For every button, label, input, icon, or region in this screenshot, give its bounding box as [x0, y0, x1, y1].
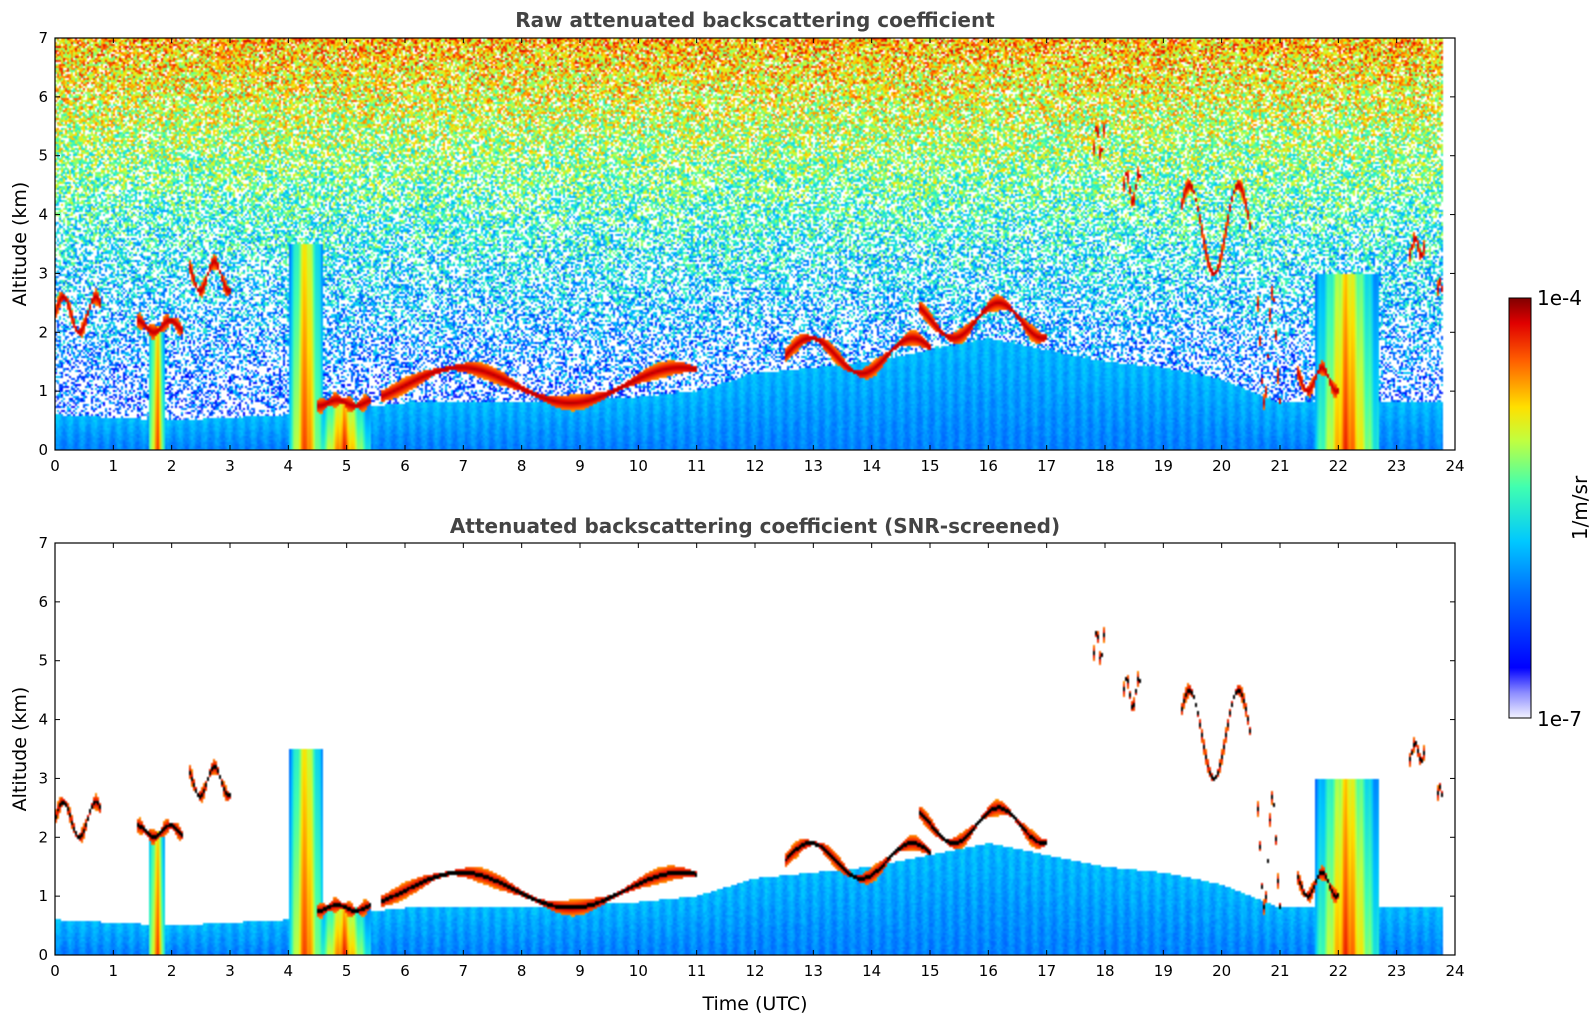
- colorbar: 1e-4 1e-7 1/m/sr: [1508, 286, 1592, 731]
- colorbar-gradient: [1508, 297, 1532, 719]
- x-tick-label: 20: [1212, 457, 1231, 475]
- x-tick-label: 5: [342, 962, 352, 980]
- x-tick-label: 12: [745, 457, 764, 475]
- bottom-panel-title: Attenuated backscattering coefficient (S…: [450, 514, 1060, 538]
- bottom-y-axis-label: Altitude (km): [9, 687, 31, 812]
- y-tick-label: 6: [38, 593, 48, 611]
- x-tick-label: 0: [50, 457, 60, 475]
- y-tick-label: 2: [38, 828, 48, 846]
- y-tick-label: 0: [38, 441, 48, 459]
- x-tick-label: 11: [687, 457, 706, 475]
- y-tick-label: 0: [38, 946, 48, 964]
- y-tick-label: 4: [38, 206, 48, 224]
- x-tick-label: 23: [1387, 962, 1406, 980]
- x-tick-label: 19: [1154, 962, 1173, 980]
- x-tick-label: 11: [687, 962, 706, 980]
- y-tick-label: 5: [38, 147, 48, 165]
- x-tick-label: 22: [1329, 962, 1348, 980]
- x-tick-label: 6: [400, 457, 410, 475]
- x-tick-label: 0: [50, 962, 60, 980]
- x-tick-label: 24: [1445, 962, 1464, 980]
- x-tick-label: 16: [979, 457, 998, 475]
- x-tick-label: 16: [979, 962, 998, 980]
- colorbar-min-label: 1e-7: [1537, 707, 1582, 731]
- x-tick-label: 17: [1037, 962, 1056, 980]
- x-tick-label: 2: [167, 962, 177, 980]
- x-tick-label: 12: [745, 962, 764, 980]
- bottom-heatmap: [55, 543, 1455, 955]
- x-tick-label: 9: [575, 457, 585, 475]
- y-tick-label: 5: [38, 652, 48, 670]
- x-tick-label: 13: [804, 457, 823, 475]
- y-tick-label: 1: [38, 887, 48, 905]
- x-tick-label: 3: [225, 962, 235, 980]
- x-tick-label: 10: [629, 962, 648, 980]
- x-tick-label: 5: [342, 457, 352, 475]
- x-tick-label: 10: [629, 457, 648, 475]
- y-tick-label: 7: [38, 534, 48, 552]
- top-panel-title: Raw attenuated backscattering coefficien…: [515, 8, 995, 32]
- y-tick-label: 7: [38, 29, 48, 47]
- x-axis-label: Time (UTC): [701, 993, 807, 1015]
- x-tick-label: 9: [575, 962, 585, 980]
- x-tick-label: 3: [225, 457, 235, 475]
- y-tick-label: 6: [38, 88, 48, 106]
- top-y-axis-label: Altitude (km): [9, 182, 31, 307]
- x-tick-label: 17: [1037, 457, 1056, 475]
- bottom-axis-ticks: 0 1 2 3 4 5 6 7 8 9 10 11 12 13 14 15 16 17 18 19 20 21 22 23 24…: [38, 534, 1464, 980]
- top-heatmap-image: [55, 38, 1455, 450]
- x-tick-label: 18: [1095, 962, 1114, 980]
- x-tick-label: 21: [1270, 962, 1289, 980]
- top-axis-ticks: 0 1 2 3 4 5 6 7 8 9 10 11 12 13 14 15 16 17 18 19 20 21 22 23 24…: [38, 29, 1464, 475]
- x-tick-label: 4: [284, 457, 294, 475]
- x-tick-label: 7: [459, 962, 469, 980]
- x-tick-label: 1: [109, 457, 119, 475]
- x-tick-label: 21: [1270, 457, 1289, 475]
- y-tick-label: 3: [38, 769, 48, 787]
- x-tick-label: 1: [109, 962, 119, 980]
- x-tick-label: 22: [1329, 457, 1348, 475]
- x-tick-label: 15: [920, 457, 939, 475]
- colorbar-max-label: 1e-4: [1537, 286, 1582, 310]
- y-tick-label: 2: [38, 323, 48, 341]
- x-tick-label: 23: [1387, 457, 1406, 475]
- colorbar-units-label: 1/m/sr: [1568, 475, 1592, 540]
- x-tick-label: 2: [167, 457, 177, 475]
- x-tick-label: 20: [1212, 962, 1231, 980]
- x-tick-label: 19: [1154, 457, 1173, 475]
- x-tick-label: 8: [517, 962, 527, 980]
- x-tick-label: 14: [862, 962, 881, 980]
- x-tick-label: 14: [862, 457, 881, 475]
- top-heatmap: [55, 38, 1455, 450]
- x-tick-label: 15: [920, 962, 939, 980]
- y-tick-label: 4: [38, 711, 48, 729]
- y-tick-label: 3: [38, 264, 48, 282]
- x-tick-label: 4: [284, 962, 294, 980]
- bottom-heatmap-image: [55, 543, 1455, 955]
- y-tick-label: 1: [38, 382, 48, 400]
- x-tick-label: 18: [1095, 457, 1114, 475]
- x-tick-label: 7: [459, 457, 469, 475]
- x-tick-label: 24: [1445, 457, 1464, 475]
- x-tick-label: 8: [517, 457, 527, 475]
- x-tick-label: 6: [400, 962, 410, 980]
- x-tick-label: 13: [804, 962, 823, 980]
